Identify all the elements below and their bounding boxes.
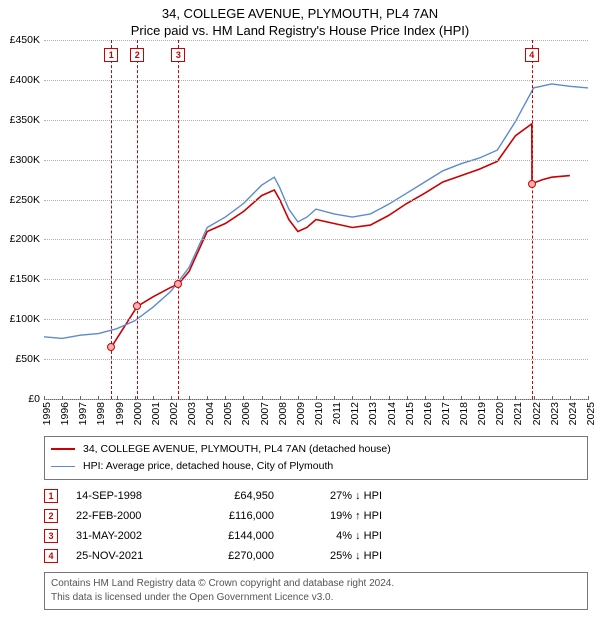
transaction-list: 1 14-SEP-1998 £64,950 27% ↓ HPI 2 22-FEB-2000… bbox=[44, 486, 588, 566]
event-vline bbox=[178, 40, 179, 399]
y-axis-label: £150K bbox=[10, 273, 44, 285]
x-axis-label: 1995 bbox=[41, 402, 53, 425]
x-axis-label: 2011 bbox=[331, 402, 343, 425]
transaction-marker: 3 bbox=[44, 529, 58, 543]
legend-swatch bbox=[51, 466, 75, 467]
x-axis-label: 2005 bbox=[222, 402, 234, 425]
footer-line-2: This data is licensed under the Open Gov… bbox=[51, 591, 581, 605]
transaction-diff: 25% ↓ HPI bbox=[292, 550, 382, 562]
event-marker: 3 bbox=[171, 48, 185, 62]
x-axis-label: 2015 bbox=[404, 402, 416, 425]
transaction-row: 1 14-SEP-1998 £64,950 27% ↓ HPI bbox=[44, 486, 588, 506]
y-axis-label: £100K bbox=[10, 313, 44, 325]
y-axis-label: £200K bbox=[10, 233, 44, 245]
transaction-diff: 19% ↑ HPI bbox=[292, 510, 382, 522]
gridline bbox=[44, 40, 588, 41]
x-axis-label: 2019 bbox=[476, 402, 488, 425]
x-axis-label: 1997 bbox=[77, 402, 89, 425]
page-title: 34, COLLEGE AVENUE, PLYMOUTH, PL4 7AN bbox=[0, 6, 600, 21]
legend: 34, COLLEGE AVENUE, PLYMOUTH, PL4 7AN (d… bbox=[44, 436, 588, 480]
x-axis-labels: 1995 1996 1997 1998 1999 2000 2001 2002 2003 2004… bbox=[44, 400, 588, 434]
y-axis-label: £300K bbox=[10, 154, 44, 166]
gridline bbox=[44, 160, 588, 161]
legend-label: HPI: Average price, detached house, City… bbox=[83, 458, 333, 475]
transaction-price: £270,000 bbox=[194, 550, 274, 562]
x-axis-label: 2022 bbox=[531, 402, 543, 425]
event-vline bbox=[532, 40, 533, 399]
series-property bbox=[111, 124, 570, 347]
x-axis-label: 2024 bbox=[567, 402, 579, 425]
y-axis-label: £250K bbox=[10, 194, 44, 206]
transaction-price: £116,000 bbox=[194, 510, 274, 522]
x-axis-label: 1999 bbox=[114, 402, 126, 425]
y-axis-label: £450K bbox=[10, 34, 44, 46]
gridline bbox=[44, 239, 588, 240]
x-axis-label: 1998 bbox=[95, 402, 107, 425]
x-axis-label: 2016 bbox=[422, 402, 434, 425]
transaction-price: £144,000 bbox=[194, 530, 274, 542]
x-axis-label: 2025 bbox=[585, 402, 597, 425]
x-axis-label: 1996 bbox=[59, 402, 71, 425]
transaction-marker: 1 bbox=[44, 489, 58, 503]
gridline bbox=[44, 279, 588, 280]
gridline bbox=[44, 200, 588, 201]
event-marker: 4 bbox=[525, 48, 539, 62]
data-point bbox=[174, 280, 182, 288]
transaction-marker: 2 bbox=[44, 509, 58, 523]
transaction-marker: 4 bbox=[44, 549, 58, 563]
footer: Contains HM Land Registry data © Crown c… bbox=[44, 572, 588, 610]
transaction-diff: 27% ↓ HPI bbox=[292, 490, 382, 502]
x-axis-label: 2014 bbox=[386, 402, 398, 425]
data-point bbox=[528, 180, 536, 188]
transaction-date: 14-SEP-1998 bbox=[76, 490, 176, 502]
gridline bbox=[44, 120, 588, 121]
y-axis-label: £50K bbox=[15, 353, 44, 365]
series-hpi bbox=[44, 84, 588, 339]
event-vline bbox=[137, 40, 138, 399]
gridline bbox=[44, 359, 588, 360]
chart: £0£50K£100K£150K£200K£250K£300K£350K£400… bbox=[44, 40, 588, 400]
legend-swatch bbox=[51, 448, 75, 450]
x-axis-label: 2000 bbox=[132, 402, 144, 425]
gridline bbox=[44, 80, 588, 81]
x-axis-label: 2017 bbox=[440, 402, 452, 425]
data-point bbox=[107, 343, 115, 351]
transaction-date: 31-MAY-2002 bbox=[76, 530, 176, 542]
y-axis-label: £350K bbox=[10, 114, 44, 126]
x-axis-label: 2020 bbox=[494, 402, 506, 425]
y-axis-label: £400K bbox=[10, 74, 44, 86]
event-marker: 1 bbox=[104, 48, 118, 62]
x-axis-label: 2012 bbox=[349, 402, 361, 425]
transaction-row: 2 22-FEB-2000 £116,000 19% ↑ HPI bbox=[44, 506, 588, 526]
x-axis-label: 2010 bbox=[313, 402, 325, 425]
x-axis-label: 2007 bbox=[259, 402, 271, 425]
transaction-date: 25-NOV-2021 bbox=[76, 550, 176, 562]
x-axis-label: 2018 bbox=[458, 402, 470, 425]
page-subtitle: Price paid vs. HM Land Registry's House … bbox=[0, 23, 600, 38]
x-axis-label: 2008 bbox=[277, 402, 289, 425]
footer-line-1: Contains HM Land Registry data © Crown c… bbox=[51, 577, 581, 591]
legend-label: 34, COLLEGE AVENUE, PLYMOUTH, PL4 7AN (d… bbox=[83, 441, 391, 458]
legend-item: 34, COLLEGE AVENUE, PLYMOUTH, PL4 7AN (d… bbox=[51, 441, 581, 458]
x-axis-label: 2013 bbox=[367, 402, 379, 425]
x-axis-label: 2006 bbox=[240, 402, 252, 425]
legend-item: HPI: Average price, detached house, City… bbox=[51, 458, 581, 475]
transaction-price: £64,950 bbox=[194, 490, 274, 502]
x-axis-label: 2023 bbox=[549, 402, 561, 425]
data-point bbox=[133, 302, 141, 310]
x-axis-label: 2003 bbox=[186, 402, 198, 425]
gridline bbox=[44, 319, 588, 320]
transaction-row: 4 25-NOV-2021 £270,000 25% ↓ HPI bbox=[44, 546, 588, 566]
x-axis-label: 2004 bbox=[204, 402, 216, 425]
event-marker: 2 bbox=[130, 48, 144, 62]
transaction-date: 22-FEB-2000 bbox=[76, 510, 176, 522]
transaction-row: 3 31-MAY-2002 £144,000 4% ↓ HPI bbox=[44, 526, 588, 546]
x-axis-label: 2009 bbox=[295, 402, 307, 425]
x-axis-label: 2001 bbox=[150, 402, 162, 425]
transaction-diff: 4% ↓ HPI bbox=[292, 530, 382, 542]
x-axis-label: 2002 bbox=[168, 402, 180, 425]
x-axis-label: 2021 bbox=[512, 402, 524, 425]
